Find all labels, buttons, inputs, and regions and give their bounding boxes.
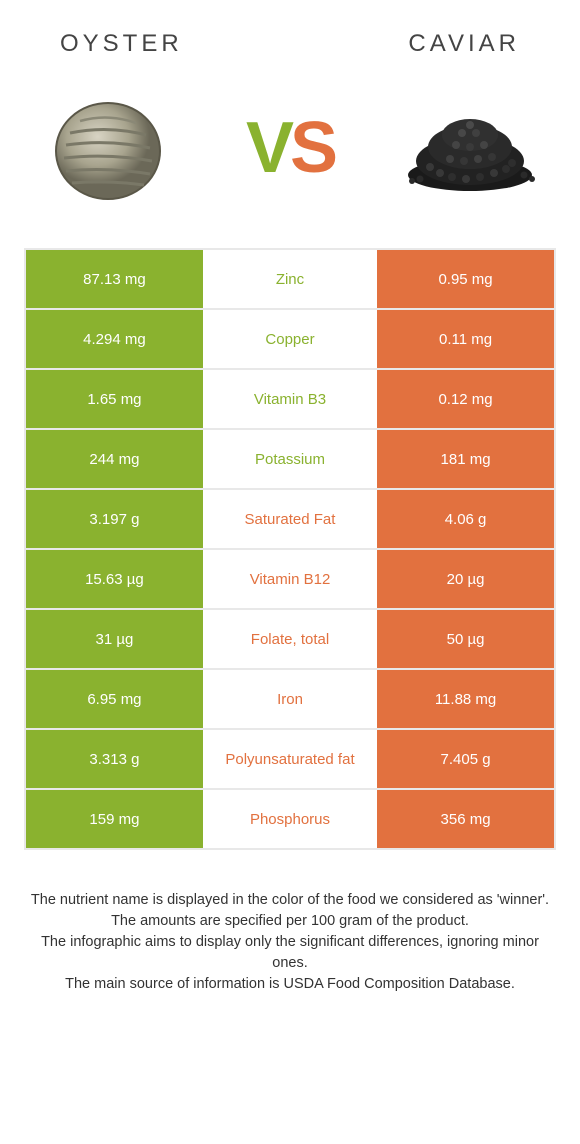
value-right: 4.06 g xyxy=(377,490,554,548)
nutrient-row: 1.65 mgVitamin B30.12 mg xyxy=(26,370,554,430)
food-a-title: OYSTER xyxy=(60,30,183,58)
vs-v: V xyxy=(246,108,290,188)
value-left: 3.313 g xyxy=(26,730,203,788)
value-left: 87.13 mg xyxy=(26,250,203,308)
value-left: 1.65 mg xyxy=(26,370,203,428)
value-left: 31 µg xyxy=(26,610,203,668)
nutrient-row: 4.294 mgCopper0.11 mg xyxy=(26,310,554,370)
value-right: 181 mg xyxy=(377,430,554,488)
value-right: 0.12 mg xyxy=(377,370,554,428)
nutrient-name: Vitamin B3 xyxy=(203,370,377,428)
images-row: VS xyxy=(0,68,580,248)
vs-s: S xyxy=(290,108,334,188)
value-right: 50 µg xyxy=(377,610,554,668)
food-b-title: CAVIAR xyxy=(408,30,520,58)
nutrient-name: Potassium xyxy=(203,430,377,488)
value-right: 0.95 mg xyxy=(377,250,554,308)
nutrient-row: 159 mgPhosphorus356 mg xyxy=(26,790,554,850)
nutrient-row: 6.95 mgIron11.88 mg xyxy=(26,670,554,730)
nutrient-row: 31 µgFolate, total50 µg xyxy=(26,610,554,670)
value-left: 4.294 mg xyxy=(26,310,203,368)
nutrient-row: 244 mgPotassium181 mg xyxy=(26,430,554,490)
footer-line: The main source of information is USDA F… xyxy=(30,974,550,995)
value-left: 159 mg xyxy=(26,790,203,848)
oyster-image xyxy=(40,88,180,208)
footer-line: The amounts are specified per 100 gram o… xyxy=(30,911,550,932)
caviar-image xyxy=(400,88,540,208)
value-right: 7.405 g xyxy=(377,730,554,788)
value-right: 20 µg xyxy=(377,550,554,608)
nutrient-name: Phosphorus xyxy=(203,790,377,848)
nutrient-row: 3.197 gSaturated Fat4.06 g xyxy=(26,490,554,550)
nutrient-row: 87.13 mgZinc0.95 mg xyxy=(26,250,554,310)
nutrient-row: 3.313 gPolyunsaturated fat7.405 g xyxy=(26,730,554,790)
value-right: 356 mg xyxy=(377,790,554,848)
value-left: 244 mg xyxy=(26,430,203,488)
footer-line: The infographic aims to display only the… xyxy=(30,932,550,974)
header: OYSTER CAVIAR xyxy=(0,0,580,68)
nutrient-name: Zinc xyxy=(203,250,377,308)
nutrient-row: 15.63 µgVitamin B1220 µg xyxy=(26,550,554,610)
footer-line: The nutrient name is displayed in the co… xyxy=(30,890,550,911)
nutrient-name: Copper xyxy=(203,310,377,368)
footer-notes: The nutrient name is displayed in the co… xyxy=(0,850,580,995)
nutrient-name: Polyunsaturated fat xyxy=(203,730,377,788)
nutrient-name: Vitamin B12 xyxy=(203,550,377,608)
nutrient-name: Folate, total xyxy=(203,610,377,668)
nutrient-name: Saturated Fat xyxy=(203,490,377,548)
value-right: 11.88 mg xyxy=(377,670,554,728)
value-left: 3.197 g xyxy=(26,490,203,548)
value-right: 0.11 mg xyxy=(377,310,554,368)
nutrient-name: Iron xyxy=(203,670,377,728)
vs-label: VS xyxy=(246,107,334,189)
value-left: 6.95 mg xyxy=(26,670,203,728)
nutrient-table: 87.13 mgZinc0.95 mg4.294 mgCopper0.11 mg… xyxy=(24,248,556,850)
value-left: 15.63 µg xyxy=(26,550,203,608)
